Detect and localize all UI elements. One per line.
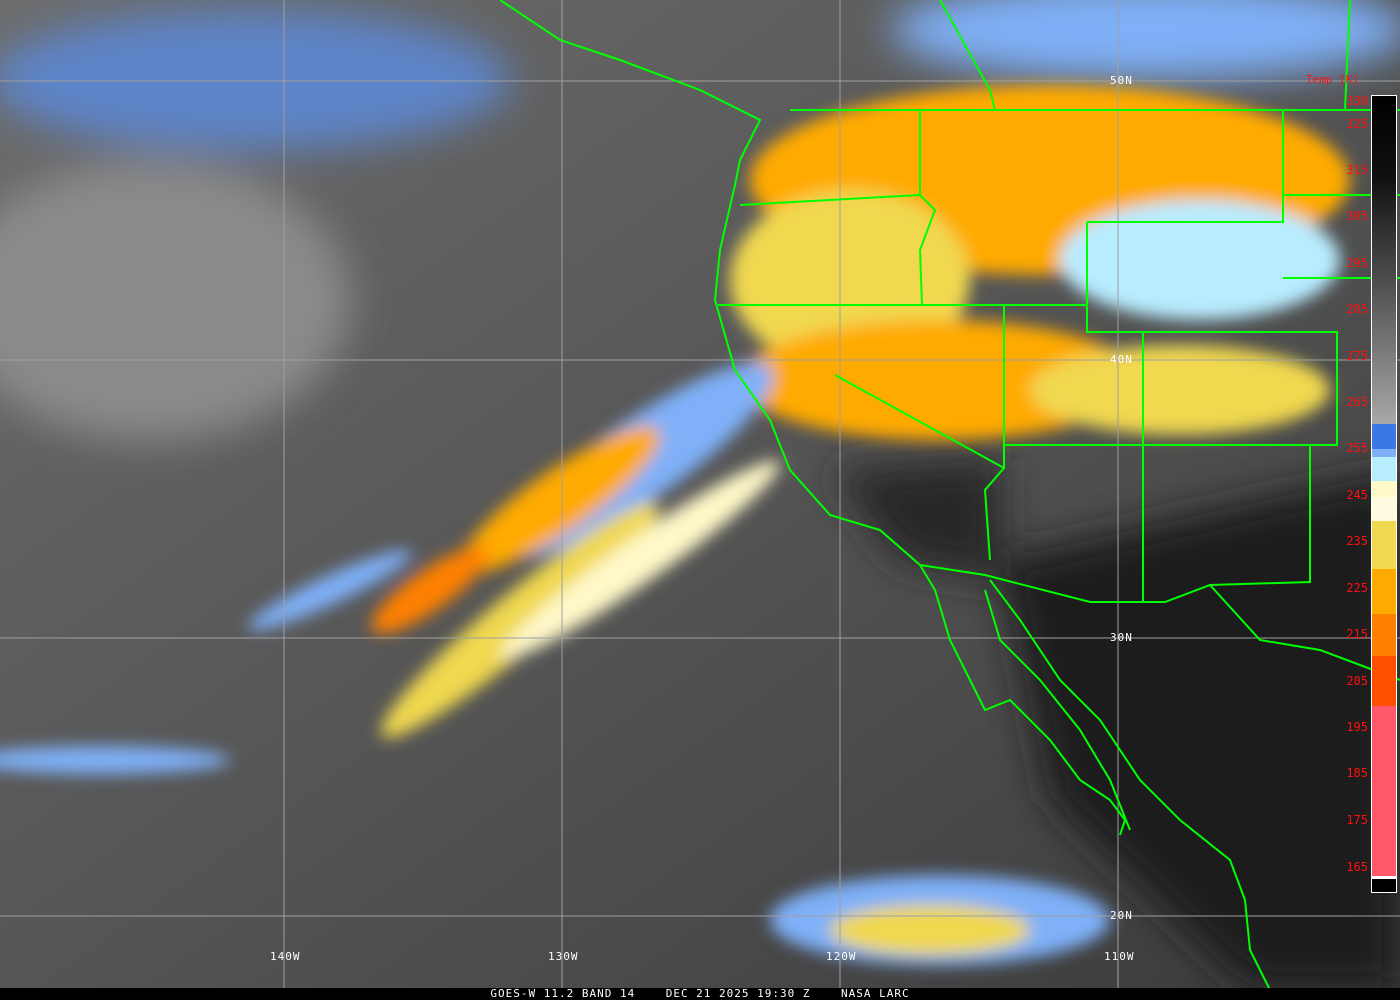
colorbar-tick-label: 285 [1346,302,1368,316]
temperature-colorbar [1371,95,1397,893]
colorbar-tick-label: 165 [1346,860,1368,874]
colorbar-tick-label: 255 [1346,441,1368,455]
longitude-label-130w: 130W [548,950,579,963]
latitude-label-20n: 20N [1110,909,1133,922]
image-caption: GOES-W 11.2 BAND 14 DEC 21 2025 19:30 Z … [0,988,1400,1000]
colorbar-tick-label: 215 [1346,627,1368,641]
colorbar-tick-label: 235 [1346,534,1368,548]
colorbar-tick-label: 265 [1346,395,1368,409]
colorbar-segment [1372,614,1396,656]
colorbar-segment [1372,449,1396,457]
colorbar-gray-segment [1372,96,1396,424]
latitude-label-30n: 30N [1110,631,1133,644]
colorbar-segment [1372,521,1396,569]
legend-title: Temp [K] [1306,73,1359,86]
colorbar-segment [1372,457,1396,481]
coastlines-and-borders [499,0,1400,991]
colorbar-segment [1372,569,1396,614]
colorbar-tick-label: 295 [1346,256,1368,270]
colorbar-tick-label: 185 [1346,766,1368,780]
colorbar-tick-label: 175 [1346,813,1368,827]
colorbar-tick-label: 275 [1346,349,1368,363]
colorbar-tick-label: 315 [1346,163,1368,177]
longitude-label-110w: 110W [1104,950,1135,963]
latitude-label-40n: 40N [1110,353,1133,366]
latitude-label-50n: 50N [1110,74,1133,87]
longitude-label-140w: 140W [270,950,301,963]
longitude-label-120w: 120W [826,950,857,963]
colorbar-tick-label: 325 [1346,117,1368,131]
colorbar-tick-label: 305 [1346,209,1368,223]
colorbar-tick-label: 330 [1346,94,1368,108]
colorbar-segment [1372,424,1396,449]
cold-cloud-band [0,85,1350,965]
colorbar-tick-label: 205 [1346,674,1368,688]
colorbar-tick-label: 225 [1346,581,1368,595]
colorbar-segment [1372,876,1396,879]
colorbar-segment [1372,481,1396,497]
colorbar-segment [1372,497,1396,521]
colorbar-segment [1372,656,1396,706]
colorbar-tick-label: 195 [1346,720,1368,734]
colorbar-tick-label: 245 [1346,488,1368,502]
colorbar-segment [1372,706,1396,876]
